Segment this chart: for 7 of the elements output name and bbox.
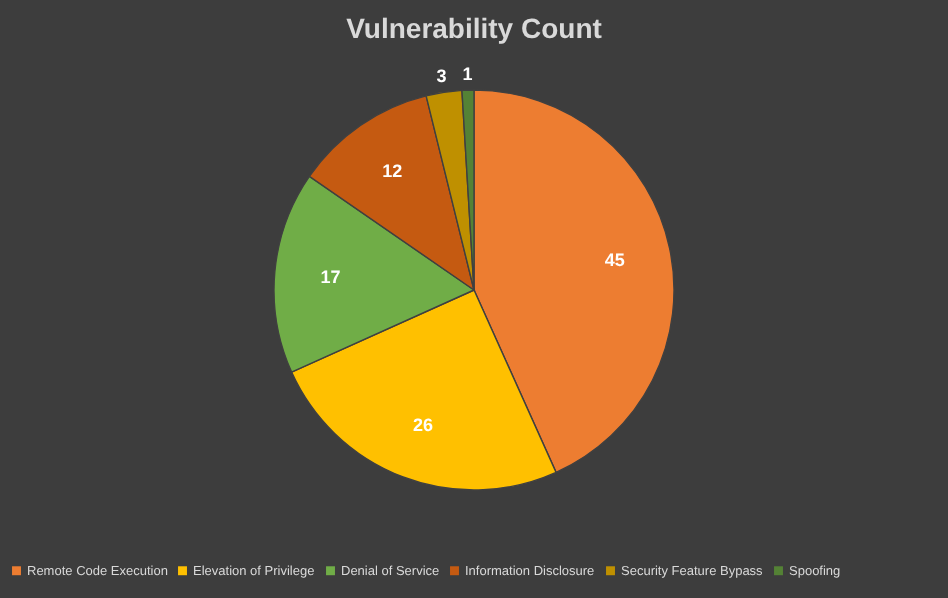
- data-label: 17: [320, 266, 341, 287]
- data-label: 12: [382, 161, 403, 182]
- data-label: 45: [604, 249, 625, 270]
- chart-title: Vulnerability Count: [346, 12, 603, 44]
- data-label: 26: [412, 414, 433, 435]
- data-label: 3: [436, 66, 447, 87]
- data-label: 1: [462, 64, 473, 85]
